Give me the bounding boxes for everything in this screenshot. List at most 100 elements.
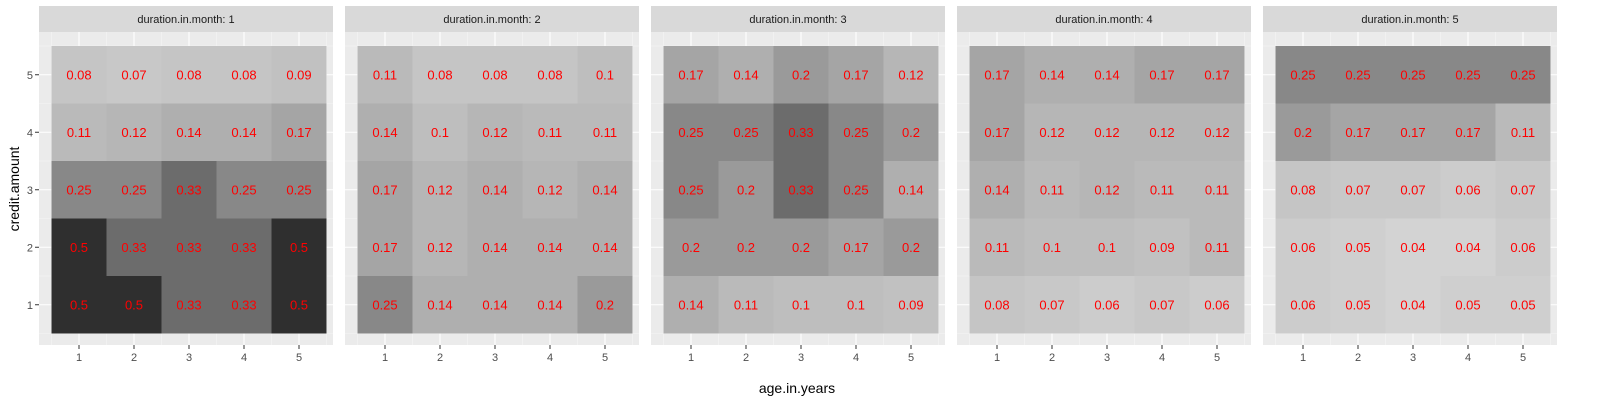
tile-value-label: 0.08	[231, 67, 256, 82]
heatmap-tile	[883, 276, 939, 334]
tile-value-label: 0.08	[427, 67, 452, 82]
heatmap-tile	[357, 161, 413, 219]
heatmap-tile	[271, 103, 327, 161]
tile-value-label: 0.2	[737, 182, 755, 197]
y-axis-title: credit.amount	[6, 146, 22, 231]
tile-value-label: 0.04	[1455, 240, 1480, 255]
tile-value-label: 0.25	[1455, 67, 1480, 82]
heatmap-tile	[1134, 218, 1190, 276]
tile-value-label: 0.5	[290, 297, 308, 312]
tile-value-label: 0.11	[985, 240, 1009, 255]
tile-value-label: 0.14	[1039, 67, 1064, 82]
heatmap-tile	[1134, 276, 1190, 334]
tile-value-label: 0.5	[70, 297, 88, 312]
heatmap-tile	[969, 276, 1025, 334]
heatmap-tile	[216, 46, 272, 104]
tile-value-label: 0.5	[70, 240, 88, 255]
heatmap-tile	[106, 103, 162, 161]
tile-value-label: 0.2	[902, 240, 920, 255]
heatmap-tile	[1024, 103, 1080, 161]
heatmap-tile	[773, 46, 829, 104]
heatmap-tile	[663, 218, 719, 276]
heatmap-tile	[51, 46, 107, 104]
heatmap-tile	[577, 46, 633, 104]
heatmap-tile	[1079, 46, 1135, 104]
tile-value-label: 0.1	[596, 67, 614, 82]
tile-value-label: 0.05	[1345, 240, 1370, 255]
heatmap-tile	[718, 46, 774, 104]
tile-value-label: 0.06	[1094, 297, 1119, 312]
tile-value-label: 0.11	[67, 125, 91, 140]
tile-value-label: 0.1	[1098, 240, 1116, 255]
heatmap-tile	[412, 276, 468, 334]
tile-value-label: 0.11	[538, 125, 562, 140]
heatmap-tile	[1189, 276, 1245, 334]
tile-value-label: 0.06	[1204, 297, 1229, 312]
tile-value-label: 0.12	[427, 240, 452, 255]
heatmap-tile	[1495, 218, 1551, 276]
heatmap-tile	[161, 103, 217, 161]
x-tick-label: 1	[382, 352, 388, 364]
tile-value-label: 0.25	[121, 182, 146, 197]
y-tick-label: 4	[27, 127, 33, 139]
heatmap-tile	[1134, 161, 1190, 219]
heatmap-tile	[106, 161, 162, 219]
tile-value-label: 0.07	[1149, 297, 1174, 312]
heatmap-tile	[773, 276, 829, 334]
tile-value-label: 0.14	[1094, 67, 1119, 82]
tile-value-label: 0.08	[482, 67, 507, 82]
heatmap-tile	[467, 103, 523, 161]
tile-value-label: 0.14	[733, 67, 758, 82]
tile-value-label: 0.17	[372, 182, 397, 197]
x-tick-label: 1	[688, 352, 694, 364]
heatmap-tile	[1275, 46, 1331, 104]
tile-value-label: 0.12	[121, 125, 146, 140]
heatmap-tile	[1385, 103, 1441, 161]
tile-value-label: 0.17	[1204, 67, 1229, 82]
heatmap-tile	[1024, 161, 1080, 219]
heatmap-tile	[1440, 103, 1496, 161]
x-tick-label: 4	[853, 352, 859, 364]
tile-value-label: 0.14	[678, 297, 703, 312]
heatmap-tile	[1275, 218, 1331, 276]
tile-value-label: 0.08	[984, 297, 1009, 312]
tile-value-label: 0.09	[286, 67, 311, 82]
heatmap-tile	[663, 161, 719, 219]
heatmap-tile	[1440, 161, 1496, 219]
heatmap-tile	[1330, 46, 1386, 104]
facet-strip	[651, 6, 945, 32]
x-axis-title: age.in.years	[759, 380, 835, 396]
heatmap-tile	[828, 161, 884, 219]
heatmap-tile	[1495, 46, 1551, 104]
heatmap-tile	[577, 161, 633, 219]
tile-value-label: 0.07	[1345, 182, 1370, 197]
tile-value-label: 0.06	[1290, 240, 1315, 255]
heatmap-tile	[969, 46, 1025, 104]
facet-panels: duration.in.month: 1 0.08 0.07 0.08 0.08 0.09…	[39, 6, 1557, 364]
tile-value-label: 0.25	[66, 182, 91, 197]
heatmap-tile	[216, 161, 272, 219]
heatmap-tile	[828, 46, 884, 104]
y-axis-ticks: 5 4 3 2 1	[27, 70, 39, 312]
heatmap-tile	[1189, 46, 1245, 104]
tile-value-label: 0.2	[902, 125, 920, 140]
heatmap-tile	[51, 276, 107, 334]
tile-value-label: 0.14	[592, 240, 617, 255]
x-tick-label: 4	[1465, 352, 1471, 364]
x-tick-label: 5	[1214, 352, 1220, 364]
heatmap-tile	[718, 276, 774, 334]
heatmap-tile	[1079, 161, 1135, 219]
tile-value-label: 0.07	[1039, 297, 1064, 312]
heatmap-tile	[1330, 161, 1386, 219]
x-tick-label: 5	[602, 352, 608, 364]
facet-strip-label: duration.in.month: 1	[137, 14, 234, 26]
tile-value-label: 0.2	[737, 240, 755, 255]
tile-value-label: 0.5	[125, 297, 143, 312]
heatmap-tile	[1189, 103, 1245, 161]
tile-value-label: 0.25	[1400, 67, 1425, 82]
tile-value-label: 0.11	[1205, 240, 1229, 255]
tile-value-label: 0.25	[733, 125, 758, 140]
facet-panel-2: duration.in.month: 20.11 0.08 0.08 0.08 0.10…	[345, 6, 639, 364]
x-tick-label: 3	[1410, 352, 1416, 364]
